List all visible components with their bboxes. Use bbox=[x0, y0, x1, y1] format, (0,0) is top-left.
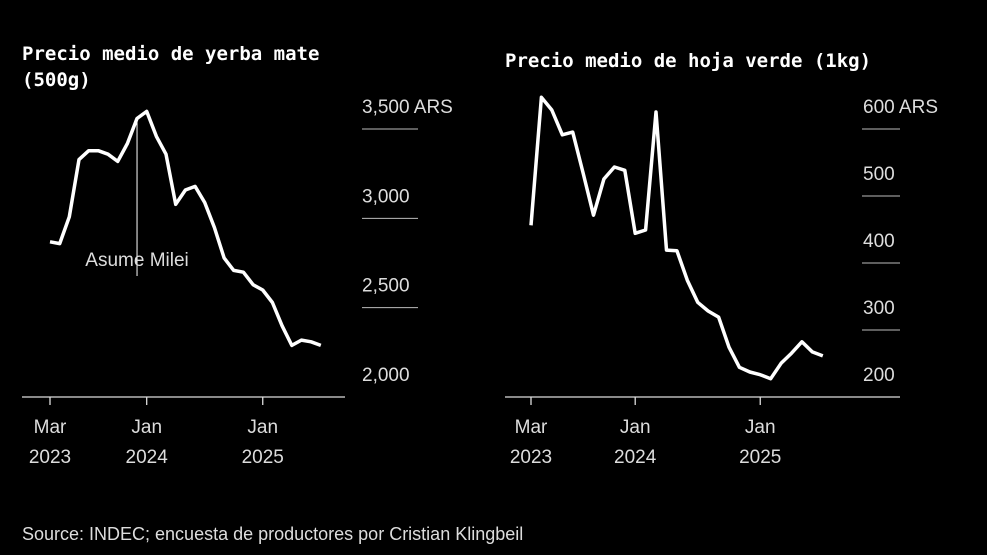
y-tick-label: 2,000 bbox=[362, 365, 410, 386]
x-tick-label: Jan bbox=[247, 417, 278, 438]
y-tick-label: 600 ARS bbox=[863, 97, 938, 118]
y-tick-label: 2,500 bbox=[362, 276, 410, 297]
series-line bbox=[529, 95, 824, 381]
y-tick-label: 300 bbox=[863, 298, 895, 319]
y-tick-label: 500 bbox=[863, 164, 895, 185]
x-tick-label: 2024 bbox=[614, 447, 657, 468]
y-tick-label: 200 bbox=[863, 365, 895, 386]
chart-title-yerba: Precio medio de yerba mate (500g) bbox=[22, 43, 320, 91]
x-tick-label: Mar bbox=[515, 417, 548, 438]
x-tick-label: Mar bbox=[34, 417, 67, 438]
x-tick-label: Jan bbox=[745, 417, 776, 438]
y-tick-label: 400 bbox=[863, 231, 895, 252]
x-tick-label: Jan bbox=[131, 417, 162, 438]
chart-title-hoja: Precio medio de hoja verde (1kg) bbox=[505, 50, 872, 72]
series-line bbox=[49, 109, 322, 348]
y-tick-label: 3,500 ARS bbox=[362, 97, 453, 118]
annotation-label: Asume Milei bbox=[85, 250, 188, 271]
x-tick-label: 2023 bbox=[29, 447, 71, 468]
x-tick-label: 2025 bbox=[242, 447, 284, 468]
y-tick-label: 3,000 bbox=[362, 186, 410, 207]
x-tick-label: 2025 bbox=[739, 447, 781, 468]
x-tick-label: Jan bbox=[620, 417, 651, 438]
x-tick-label: 2023 bbox=[510, 447, 552, 468]
x-tick-label: 2024 bbox=[126, 447, 169, 468]
source-note: Source: INDEC; encuesta de productores p… bbox=[22, 524, 524, 544]
